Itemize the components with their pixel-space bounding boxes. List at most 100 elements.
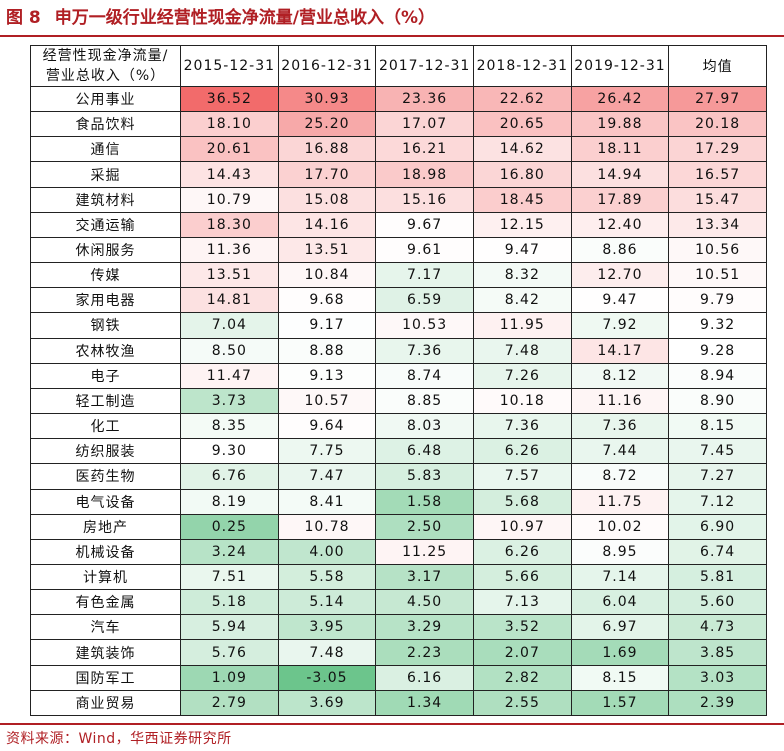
industry-label: 建筑材料 (30, 186, 181, 213)
value-cell: 2.82 (472, 664, 572, 691)
value-cell: 7.57 (472, 463, 572, 490)
value-cell: 16.21 (375, 136, 474, 163)
value-cell: 6.48 (375, 438, 474, 465)
value-cell: 7.17 (375, 262, 474, 289)
value-cell: 11.25 (375, 538, 474, 565)
table-row: 休闲服务 11.36 13.51 9.61 9.47 8.86 10.56 (30, 236, 767, 264)
value-cell: 11.75 (570, 488, 670, 515)
value-cell: 13.34 (668, 211, 767, 238)
value-cell: 7.44 (570, 438, 670, 465)
value-cell: 5.83 (375, 463, 474, 490)
heatmap-table: 经营性现金净流量/ 营业总收入（%） 2015-12-31 2016-12-31 2… (30, 45, 767, 717)
industry-label: 钢铁 (30, 312, 181, 339)
value-cell: 3.03 (668, 664, 767, 691)
value-cell: 16.57 (668, 161, 767, 188)
value-cell: 7.13 (472, 589, 572, 616)
figure-number: 图 8 (6, 8, 41, 28)
value-cell: 11.36 (180, 236, 279, 264)
value-cell: 1.57 (570, 689, 670, 717)
value-cell: 15.08 (277, 186, 377, 213)
value-cell: 8.42 (472, 287, 572, 314)
table-row: 轻工制造 3.73 10.57 8.85 10.18 11.16 8.90 (30, 387, 767, 415)
value-cell: 5.14 (277, 589, 377, 616)
table-row: 国防军工 1.09 -3.05 6.16 2.82 8.15 3.03 (30, 664, 767, 691)
value-cell: 8.19 (180, 488, 279, 515)
value-cell: 14.81 (180, 287, 279, 314)
value-cell: 16.88 (277, 136, 377, 163)
table-row: 纺织服装 9.30 7.75 6.48 6.26 7.44 7.45 (30, 438, 767, 465)
value-cell: 8.15 (570, 664, 670, 691)
value-cell: 5.60 (668, 589, 767, 616)
value-cell: 8.88 (277, 337, 377, 364)
value-cell: 8.85 (375, 387, 474, 415)
value-cell: 8.03 (375, 413, 474, 440)
industry-label: 电子 (30, 362, 181, 389)
value-cell: 12.40 (570, 211, 670, 238)
table-row: 计算机 7.51 5.58 3.17 5.66 7.14 5.81 (30, 563, 767, 591)
value-cell: 9.68 (277, 287, 377, 314)
value-cell: 11.95 (472, 312, 572, 339)
value-cell: 18.11 (570, 136, 670, 163)
table-row: 汽车 5.94 3.95 3.29 3.52 6.97 4.73 (30, 614, 767, 641)
value-cell: 25.20 (277, 111, 377, 138)
value-cell: 12.15 (472, 211, 572, 238)
value-cell: 1.69 (570, 639, 670, 666)
value-cell: 12.70 (570, 262, 670, 289)
value-cell: 7.47 (277, 463, 377, 490)
value-cell: 14.94 (570, 161, 670, 188)
column-header: 2016-12-31 (277, 45, 377, 87)
value-cell: 8.74 (375, 362, 474, 389)
industry-label: 计算机 (30, 563, 181, 591)
value-cell: 17.29 (668, 136, 767, 163)
value-cell: 13.51 (180, 262, 279, 289)
value-cell: 10.84 (277, 262, 377, 289)
value-cell: 9.64 (277, 413, 377, 440)
value-cell: 6.97 (570, 614, 670, 641)
industry-label: 机械设备 (30, 538, 181, 565)
value-cell: 8.86 (570, 236, 670, 264)
value-cell: 1.34 (375, 689, 474, 717)
industry-label: 轻工制造 (30, 387, 181, 415)
value-cell: 14.16 (277, 211, 377, 238)
value-cell: 23.36 (375, 85, 474, 113)
value-cell: 7.48 (277, 639, 377, 666)
value-cell: 6.04 (570, 589, 670, 616)
value-cell: 18.30 (180, 211, 279, 238)
value-cell: 10.56 (668, 236, 767, 264)
industry-label: 建筑装饰 (30, 639, 181, 666)
column-header: 2015-12-31 (180, 45, 279, 87)
value-cell: 4.50 (375, 589, 474, 616)
table-row: 传媒 13.51 10.84 7.17 8.32 12.70 10.51 (30, 262, 767, 289)
table-row: 建筑材料 10.79 15.08 15.16 18.45 17.89 15.47 (30, 186, 767, 213)
value-cell: 7.26 (472, 362, 572, 389)
figure-title: 图 8 申万一级行业经营性现金净流量/营业总收入（%） (6, 3, 435, 33)
value-cell: 6.16 (375, 664, 474, 691)
industry-label: 电气设备 (30, 488, 181, 515)
value-cell: 14.62 (472, 136, 572, 163)
value-cell: 5.81 (668, 563, 767, 591)
value-cell: 9.47 (472, 236, 572, 264)
table-row: 医药生物 6.76 7.47 5.83 7.57 8.72 7.27 (30, 463, 767, 490)
title-rule (0, 35, 784, 37)
industry-label: 食品饮料 (30, 111, 181, 138)
source-rule (0, 723, 784, 725)
value-cell: 16.80 (472, 161, 572, 188)
industry-label: 农林牧渔 (30, 337, 181, 364)
value-cell: 3.52 (472, 614, 572, 641)
industry-label: 通信 (30, 136, 181, 163)
value-cell: 9.61 (375, 236, 474, 264)
industry-label: 交通运输 (30, 211, 181, 238)
column-header: 2017-12-31 (375, 45, 474, 87)
table-row: 电气设备 8.19 8.41 1.58 5.68 11.75 7.12 (30, 488, 767, 515)
industry-label: 休闲服务 (30, 236, 181, 264)
value-cell: 13.51 (277, 236, 377, 264)
value-cell: 15.47 (668, 186, 767, 213)
column-header: 2019-12-31 (570, 45, 670, 87)
value-cell: 3.17 (375, 563, 474, 591)
value-cell: 6.26 (472, 438, 572, 465)
table-row: 采掘 14.43 17.70 18.98 16.80 14.94 16.57 (30, 161, 767, 188)
value-cell: 26.42 (570, 85, 670, 113)
table-row: 家用电器 14.81 9.68 6.59 8.42 9.47 9.79 (30, 287, 767, 314)
value-cell: 17.07 (375, 111, 474, 138)
column-header: 均值 (668, 45, 767, 87)
